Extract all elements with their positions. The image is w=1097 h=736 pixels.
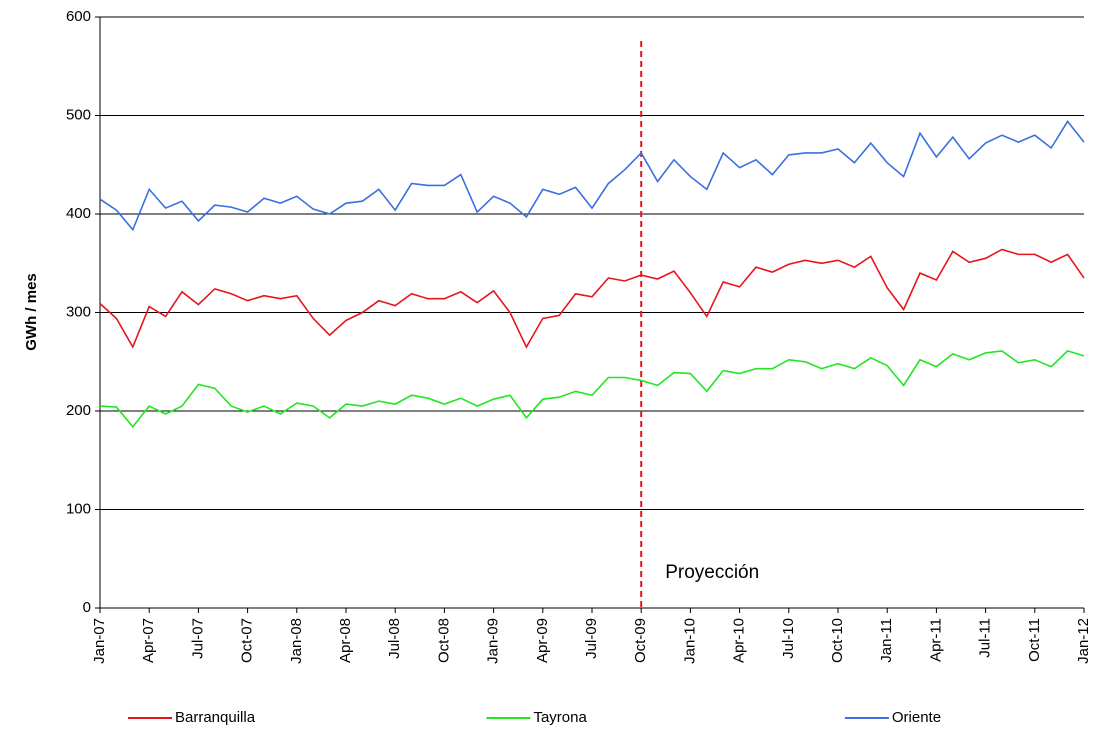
legend-label: Barranquilla xyxy=(175,709,256,726)
x-tick-label: Oct-08 xyxy=(435,618,452,663)
x-tick-label: Jan-11 xyxy=(878,618,895,663)
annotation: Proyección xyxy=(665,562,759,583)
x-tick-label: Jan-08 xyxy=(288,618,305,664)
x-tick-label: Jan-10 xyxy=(681,618,698,664)
x-tick-label: Apr-11 xyxy=(927,618,944,662)
y-tick-label: 500 xyxy=(66,106,91,123)
x-tick-label: Oct-09 xyxy=(632,618,649,663)
y-tick-label: 600 xyxy=(66,8,91,25)
series-line xyxy=(99,350,1085,429)
legend-label: Oriente xyxy=(892,709,941,726)
x-tick-label: Jan-07 xyxy=(91,618,108,664)
x-tick-label: Jul-08 xyxy=(386,618,403,659)
y-tick-label: 200 xyxy=(66,402,91,419)
x-tick-label: Jul-10 xyxy=(780,618,797,659)
x-tick-label: Oct-07 xyxy=(239,618,256,663)
y-tick-label: 100 xyxy=(66,500,91,517)
x-tick-label: Jul-09 xyxy=(583,618,600,659)
x-tick-label: Jan-12 xyxy=(1075,618,1092,664)
y-tick-label: 400 xyxy=(66,205,91,222)
x-tick-label: Apr-07 xyxy=(140,618,157,663)
legend-label: Tayrona xyxy=(533,709,587,726)
series-line xyxy=(99,248,1085,349)
y-tick-label: 0 xyxy=(83,599,91,616)
x-tick-label: Jul-11 xyxy=(977,618,994,658)
x-tick-label: Apr-08 xyxy=(337,618,354,663)
y-axis-title: GWh / mes xyxy=(23,273,40,351)
x-tick-label: Oct-10 xyxy=(829,618,846,663)
x-tick-label: Jul-07 xyxy=(189,618,206,659)
x-tick-label: Apr-10 xyxy=(731,618,748,663)
series-line xyxy=(99,120,1085,232)
y-tick-label: 300 xyxy=(66,303,91,320)
x-tick-label: Oct-11 xyxy=(1026,618,1043,662)
x-tick-label: Jan-09 xyxy=(485,618,502,664)
x-tick-label: Apr-09 xyxy=(534,618,551,663)
